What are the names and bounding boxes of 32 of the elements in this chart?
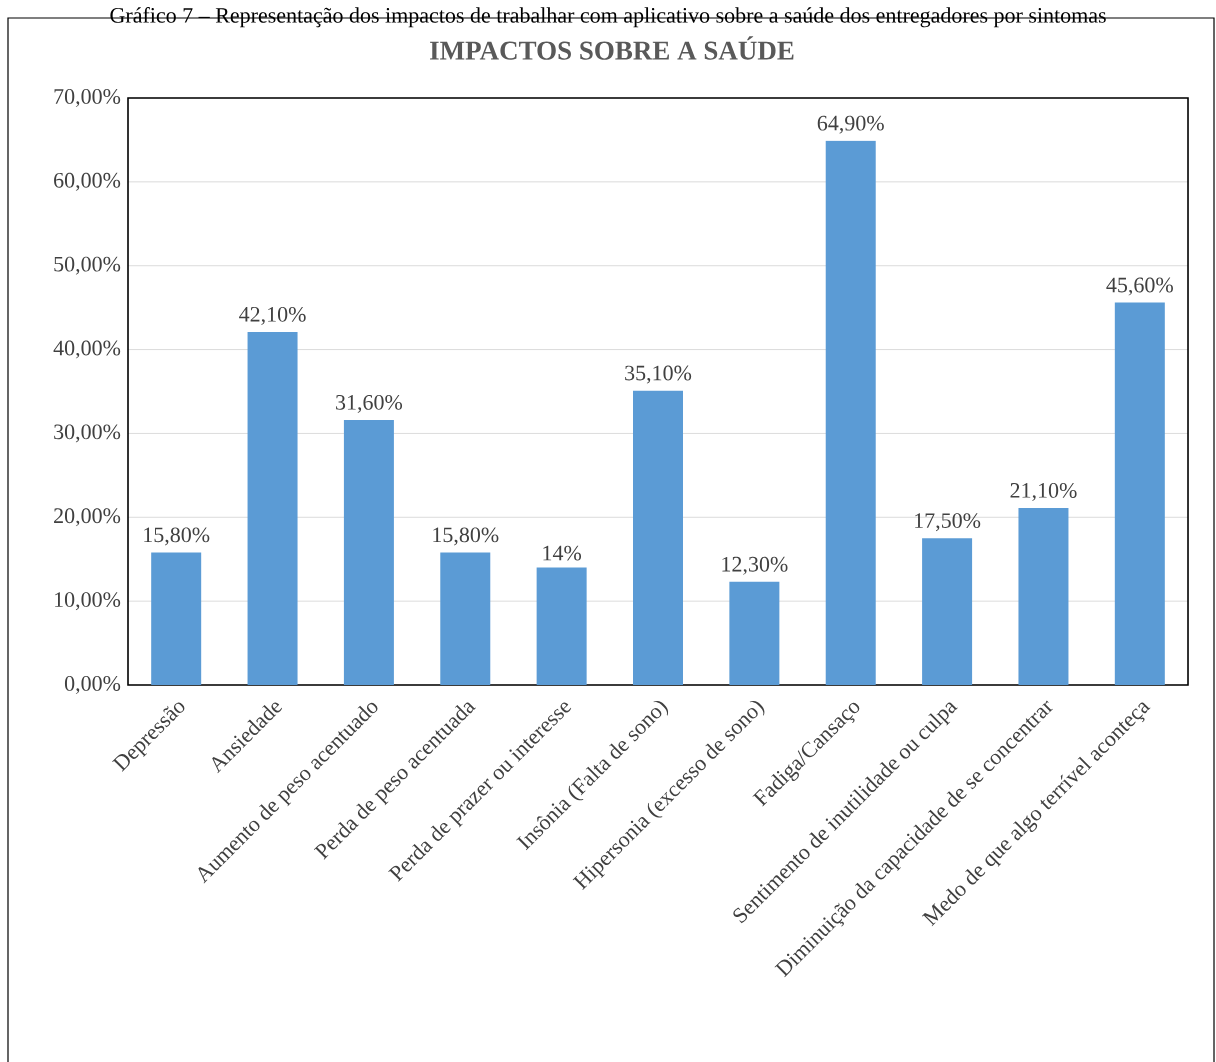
- bar: [729, 581, 780, 685]
- bar: [922, 538, 973, 685]
- data-label: 35,10%: [625, 365, 692, 384]
- bar: [633, 390, 683, 685]
- data-label: 45,60%: [1106, 277, 1173, 296]
- bar: [825, 140, 876, 685]
- data-label: 17,50%: [915, 513, 981, 532]
- bar: [343, 420, 394, 685]
- y-tick-label: 50,00%: [54, 256, 121, 275]
- bar: [1114, 302, 1165, 685]
- data-label: 31,60%: [336, 394, 403, 413]
- data-label: 15,80%: [144, 527, 210, 546]
- data-label: 12,30%: [722, 556, 788, 575]
- text: Gráfico 7 – Representação dos impactos de trabalhar com aplicativo sobre a saúde dos entregadores por sintomas: [110, 7, 1106, 28]
- y-tick-label: 0,00%: [64, 676, 121, 695]
- bar: [440, 552, 491, 685]
- data-label: 64,90%: [817, 115, 884, 134]
- bar: [151, 552, 202, 685]
- bar: [536, 567, 587, 685]
- data-label: 42,10%: [239, 306, 306, 325]
- y-tick-label: 10,00%: [55, 592, 121, 611]
- data-label: 15,80%: [433, 527, 499, 546]
- y-tick-label: 20,00%: [54, 508, 121, 527]
- y-tick-label: 70,00%: [54, 89, 121, 108]
- chart-title: IMPACTOS SOBRE A SAÚDE: [430, 36, 794, 60]
- bar: [247, 331, 298, 685]
- data-label: 21,10%: [1010, 483, 1077, 501]
- bar: [1018, 508, 1069, 685]
- data-label: 14%: [543, 545, 582, 561]
- y-tick-label: 40,00%: [53, 340, 121, 359]
- y-tick-label: 30,00%: [54, 424, 121, 443]
- y-tick-label: 60,00%: [54, 172, 121, 191]
